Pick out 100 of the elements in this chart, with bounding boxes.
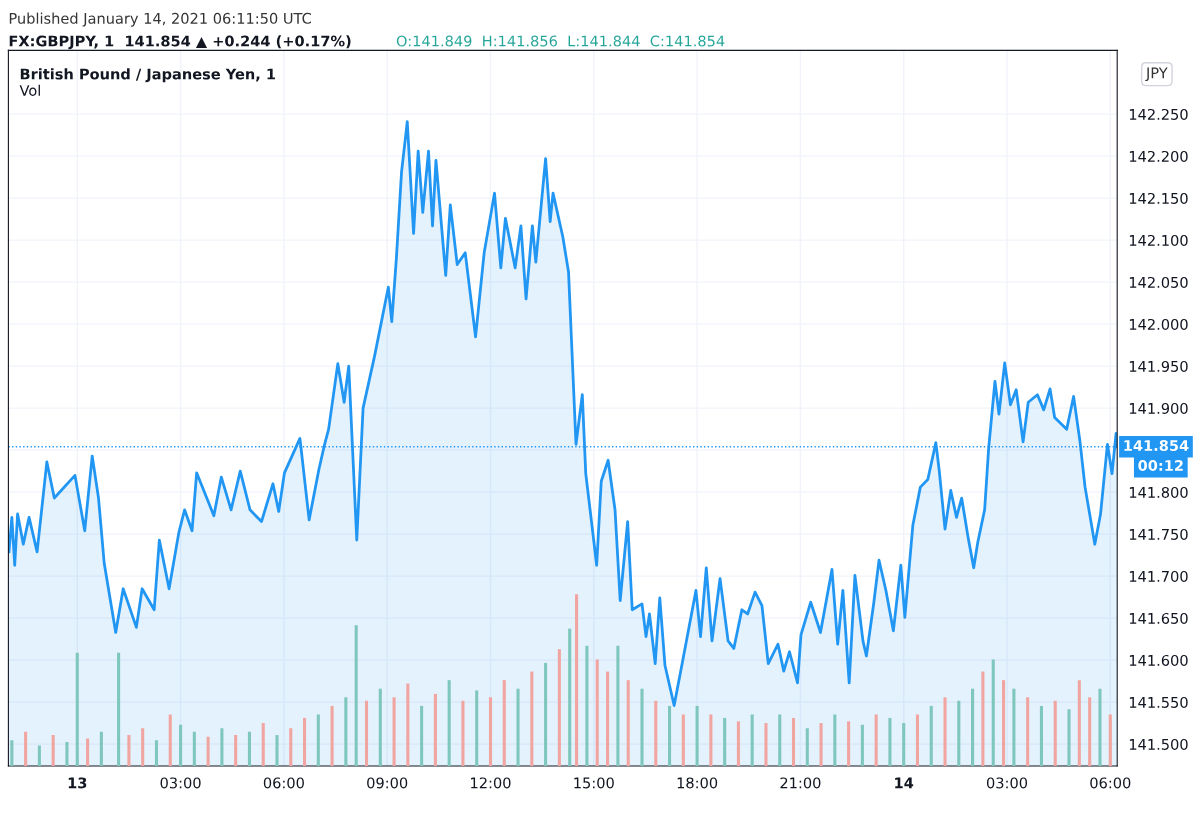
bar bbox=[575, 594, 579, 767]
bar bbox=[915, 714, 920, 767]
bar bbox=[585, 645, 589, 767]
y-tick-label: 141.650 bbox=[1129, 612, 1188, 624]
bar bbox=[99, 731, 103, 767]
bar bbox=[681, 714, 685, 767]
bar bbox=[640, 688, 644, 767]
x-tick-label: 14 bbox=[895, 777, 914, 789]
bar bbox=[1077, 680, 1081, 767]
bar bbox=[206, 736, 210, 767]
bar bbox=[709, 714, 713, 767]
bar bbox=[127, 735, 131, 767]
x-tick-label: 18:00 bbox=[677, 777, 718, 789]
bar bbox=[778, 714, 782, 767]
text: British Pound / Japanese Yen, 1 bbox=[20, 68, 276, 83]
x-tick-label: 13 bbox=[68, 777, 87, 789]
bar bbox=[406, 683, 410, 767]
bar bbox=[530, 671, 534, 767]
bar bbox=[557, 649, 561, 767]
bar bbox=[819, 723, 823, 767]
bar bbox=[516, 688, 520, 767]
bar bbox=[86, 738, 90, 767]
text: FX:GBPJPY, 1 141.854 ▲ +0.244 (+0.17%) bbox=[9, 35, 351, 50]
bar bbox=[929, 705, 933, 767]
bar bbox=[154, 740, 159, 767]
text: 00:12 bbox=[1138, 460, 1183, 472]
bar bbox=[1053, 700, 1057, 767]
bar bbox=[392, 697, 396, 767]
bar bbox=[626, 680, 630, 767]
x-tick-label: 12:00 bbox=[471, 777, 511, 789]
bar bbox=[220, 728, 224, 767]
bar bbox=[833, 714, 837, 767]
y-tick-label: 141.800 bbox=[1129, 486, 1188, 498]
bar bbox=[344, 697, 348, 767]
bar bbox=[141, 728, 145, 767]
bar bbox=[568, 628, 572, 767]
y-tick-label: 142.050 bbox=[1129, 276, 1188, 288]
y-tick-label: 142.200 bbox=[1129, 150, 1188, 162]
bar bbox=[902, 723, 906, 767]
bar bbox=[192, 731, 196, 767]
bar bbox=[117, 652, 121, 767]
bar bbox=[168, 714, 172, 767]
bar bbox=[1012, 688, 1016, 767]
bar bbox=[247, 731, 251, 767]
x-tick-label: 15:00 bbox=[574, 777, 614, 789]
text: Published January 14, 2021 06:11:50 UTC bbox=[9, 12, 311, 27]
y-tick-label: 141.500 bbox=[1129, 738, 1188, 750]
y-tick-label: 141.950 bbox=[1129, 360, 1188, 372]
bar bbox=[544, 662, 548, 767]
bar bbox=[37, 745, 41, 767]
ref-line-label: 141.854 bbox=[1124, 440, 1189, 452]
bar bbox=[874, 714, 878, 767]
bar bbox=[616, 645, 620, 767]
bar bbox=[1108, 714, 1112, 767]
bar bbox=[888, 717, 892, 767]
y-tick-label: 141.600 bbox=[1129, 654, 1188, 666]
bar bbox=[447, 680, 451, 767]
bar bbox=[289, 728, 293, 767]
bar bbox=[981, 671, 985, 767]
bar bbox=[275, 735, 279, 767]
x-tick-label: 06:00 bbox=[1090, 777, 1131, 789]
y-tick-label: 141.750 bbox=[1129, 528, 1188, 540]
bar bbox=[475, 690, 479, 767]
bar bbox=[606, 671, 610, 767]
y-tick-label: 141.900 bbox=[1129, 402, 1188, 414]
bar bbox=[750, 714, 754, 767]
bar bbox=[316, 714, 320, 767]
bar bbox=[179, 724, 183, 767]
bar bbox=[420, 705, 424, 767]
bar bbox=[654, 700, 658, 767]
bar bbox=[51, 735, 55, 767]
bar bbox=[764, 723, 768, 767]
bar bbox=[595, 659, 599, 767]
x-tick-label: 03:00 bbox=[160, 777, 201, 789]
bar bbox=[1088, 697, 1092, 767]
bar bbox=[502, 680, 506, 767]
bar bbox=[1098, 688, 1102, 767]
bar bbox=[378, 688, 382, 767]
x-tick-label: 06:00 bbox=[263, 777, 304, 789]
bar bbox=[261, 723, 265, 767]
bar bbox=[65, 741, 69, 767]
x-tick-label: 09:00 bbox=[367, 777, 408, 789]
bar bbox=[1002, 680, 1006, 767]
text: JPY bbox=[1145, 67, 1168, 82]
y-tick-label: 142.150 bbox=[1129, 192, 1188, 204]
bar bbox=[330, 705, 334, 767]
text: O:141.849 H:141.856 L:141.844 C:141.854 bbox=[396, 35, 725, 47]
y-tick-label: 142.100 bbox=[1129, 234, 1188, 246]
bar bbox=[943, 697, 947, 767]
x-tick-label: 21:00 bbox=[780, 777, 821, 789]
bar bbox=[433, 693, 437, 767]
bar bbox=[791, 717, 796, 767]
y-tick-label: 141.550 bbox=[1129, 696, 1188, 708]
chart-title: Vol bbox=[19, 84, 40, 96]
bar bbox=[695, 705, 699, 767]
bar bbox=[302, 717, 307, 767]
bar bbox=[957, 700, 961, 767]
bar bbox=[971, 688, 975, 767]
bar bbox=[991, 659, 995, 767]
bar bbox=[723, 717, 727, 767]
